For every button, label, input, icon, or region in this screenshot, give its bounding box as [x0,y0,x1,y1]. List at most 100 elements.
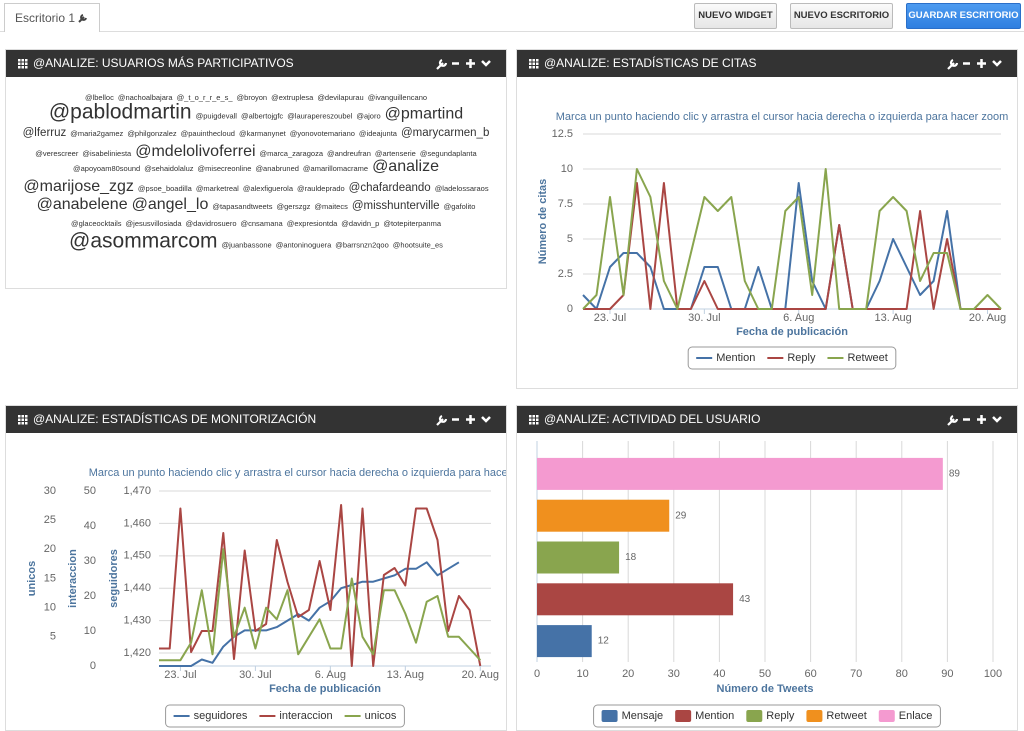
word[interactable]: @_t_o_r_r_e_s_ [176,93,233,102]
word[interactable]: @hootsuite_es [392,240,443,250]
word[interactable]: @tapasandtweets [212,202,273,211]
word[interactable]: @maria2gamez [70,129,124,138]
word[interactable]: @barrsnzn2qoo [335,240,389,250]
bar[interactable] [537,625,592,658]
word[interactable]: @sehaidolaluz [144,164,194,173]
expand-icon[interactable] [466,59,475,68]
collapse-icon[interactable] [481,416,491,423]
word[interactable]: @laurapereszoubel [287,111,353,121]
word[interactable]: @davidn_p [341,219,380,228]
word[interactable]: @pauinthecloud [180,129,235,138]
word[interactable]: @puigdevall [195,111,237,121]
word[interactable]: @antoninoguera [275,240,332,250]
word[interactable]: @broyon [236,93,268,102]
word[interactable]: @lbelloc [84,93,114,102]
word[interactable]: @isabeliniesta [82,149,132,158]
bar[interactable] [537,499,670,532]
word[interactable]: @chafardeando [348,182,431,194]
word[interactable]: @ideajunta [358,129,397,138]
word[interactable]: @nachoalbajara [117,93,173,102]
expand-icon[interactable] [977,59,986,68]
word[interactable]: @misecreonline [197,164,252,173]
word[interactable]: @juanbassone [221,240,272,250]
expand-icon[interactable] [466,415,475,424]
word[interactable]: @apoyoam80sound [72,164,141,173]
legend-label[interactable]: Mensaje [622,710,664,722]
legend-label[interactable]: Mention [716,352,755,364]
word[interactable]: @maitecs [314,202,348,211]
word[interactable]: @marketreal [195,184,239,193]
collapse-icon[interactable] [992,416,1002,423]
word[interactable]: @verescreer [35,149,79,158]
new-widget-button[interactable]: NUEVO WIDGET [694,3,777,29]
legend-label[interactable]: unicos [365,710,397,722]
word[interactable]: @glaceocktails [70,219,122,228]
header-icons [529,58,1002,70]
bar[interactable] [537,583,734,616]
word[interactable]: @pmartind [384,105,464,123]
word[interactable]: @lferruz [22,127,67,139]
word[interactable]: @ivanguillencano [367,93,428,102]
legend-label[interactable]: interaccion [279,710,332,722]
word[interactable]: @marca_zaragoza [259,149,323,158]
legend-label[interactable]: seguidores [194,710,248,722]
legend-label[interactable]: Retweet [826,710,866,722]
word[interactable]: @anabelene [36,196,128,213]
word[interactable]: @jesusvillosiada [125,219,182,228]
word[interactable]: @segundaplanta [419,149,477,158]
bar[interactable] [537,541,620,574]
word[interactable]: @davidrosuero [185,219,237,228]
word[interactable]: @pablodmartin [48,100,192,124]
word[interactable]: @totepiterpanma [383,219,442,228]
bar[interactable] [537,457,943,490]
grid-icon-cell [18,422,21,425]
word[interactable]: @cnsamana [240,219,283,228]
collapse-icon[interactable] [481,60,491,67]
wrench-icon[interactable] [947,58,959,70]
word[interactable]: @analize [372,158,440,175]
word[interactable]: @philgonzalez [127,129,177,138]
grid-icon-cell [536,422,539,425]
word[interactable]: @anabruned [255,164,299,173]
collapse-icon[interactable] [992,60,1002,67]
new-desktop-button[interactable]: NUEVO ESCRITORIO [790,3,893,29]
save-desktop-button[interactable]: GUARDAR ESCRITORIO [906,3,1021,29]
word[interactable]: @gerszgz [276,202,311,211]
x-tick-label: 10 [576,668,588,680]
legend-label[interactable]: Mention [695,710,734,722]
word[interactable]: @alexfiguerola [242,184,294,193]
word[interactable]: @extruplesa [271,93,314,102]
expand-icon[interactable] [977,415,986,424]
legend-label[interactable]: Reply [787,352,816,364]
wrench-icon[interactable] [947,414,959,426]
word[interactable]: @misshunterville [351,200,440,212]
word[interactable]: @ladelossaraos [434,184,489,193]
word[interactable]: @asommarcom [69,229,218,253]
y-tick-label: 1,430 [123,615,151,627]
word[interactable]: @andreufran [327,149,371,158]
word[interactable]: @marijose_zgz [23,178,134,195]
word[interactable]: @rauldeprado [297,184,345,193]
word[interactable]: @artenserie [374,149,416,158]
wrench-icon[interactable] [436,58,448,70]
word[interactable]: @mdelolivoferrei [135,143,256,160]
x-tick-label: 80 [896,668,908,680]
word[interactable]: @marycarmen_b [400,127,490,139]
word[interactable]: @devilapurau [317,93,364,102]
word[interactable]: @angel_lo [131,196,209,213]
word[interactable]: @expresiontda [286,219,338,228]
grid-icon-cell [529,422,532,425]
legend-label[interactable]: Enlace [899,710,933,722]
legend-label[interactable]: Retweet [847,352,887,364]
word[interactable]: @karmanynet [238,129,286,138]
word[interactable]: @amarillomacrame [302,164,369,173]
word[interactable]: @albertojgfc [240,111,284,121]
word[interactable]: @psoe_boadilla [137,184,192,193]
word[interactable]: @ajoro [356,111,381,121]
word[interactable]: @gafolito [443,202,476,211]
legend-label[interactable]: Reply [766,710,795,722]
word[interactable]: @yonovotemariano [289,129,355,138]
tab[interactable]: Escritorio 1 [4,3,101,32]
wrench-icon[interactable] [436,414,448,426]
